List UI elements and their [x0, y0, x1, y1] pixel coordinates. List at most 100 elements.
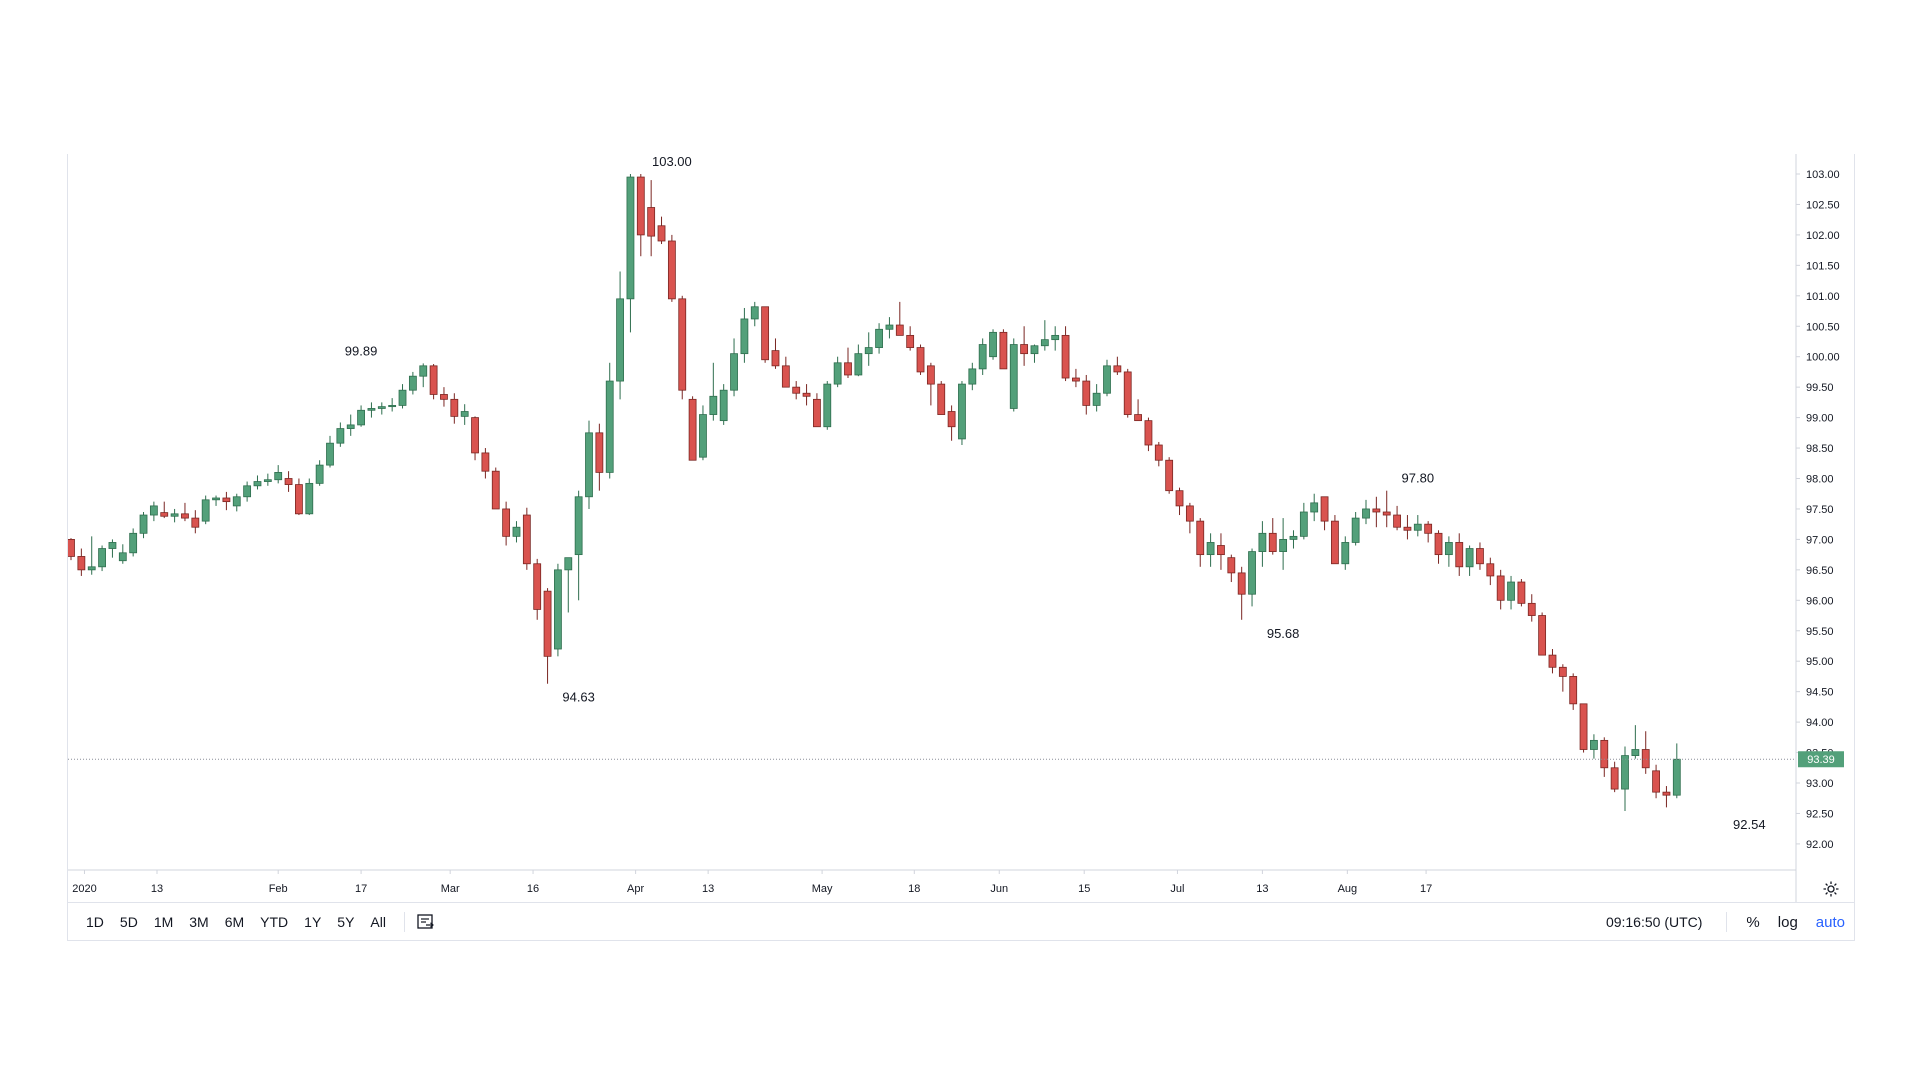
y-tick-label: 102.50 [1806, 199, 1840, 211]
extreme-price-label: 92.54 [1733, 817, 1766, 832]
candle-body [999, 331, 1008, 370]
y-tick-label: 102.00 [1806, 230, 1840, 242]
candle [926, 362, 935, 406]
chart-container[interactable]: 99.89 94.63 103.00 95.68 97.80 92.54 103.00 10… [67, 154, 1855, 941]
x-tick-label: May [812, 883, 833, 895]
candle-body [1631, 749, 1640, 756]
y-tick-label: 96.00 [1806, 595, 1834, 607]
x-tick-label: 13 [1256, 883, 1268, 895]
candle [1299, 502, 1308, 540]
candle-body [968, 368, 977, 385]
candle-body [1590, 739, 1598, 750]
candle-body [460, 411, 469, 417]
range-ytd-button[interactable]: YTD [260, 914, 289, 930]
candle-body [989, 331, 997, 358]
candle [388, 398, 397, 412]
candle-body [1320, 496, 1329, 522]
candle-body [1548, 654, 1557, 668]
candle [491, 467, 500, 510]
candle-body [201, 499, 210, 522]
candle-body [626, 176, 635, 300]
candle [989, 329, 997, 360]
candle [1444, 536, 1453, 567]
candle-body [118, 552, 127, 562]
extreme-price-label: 95.68 [1267, 626, 1300, 641]
candle-body [408, 375, 417, 391]
candlestick-chart[interactable]: 99.89 94.63 103.00 95.68 97.80 92.54 103.00 10… [68, 154, 1854, 902]
range-1m-button[interactable]: 1M [153, 914, 174, 930]
candle-body [595, 432, 604, 473]
candle-body [926, 365, 935, 385]
go-to-date-icon[interactable] [415, 911, 437, 933]
candle [605, 362, 614, 479]
range-1y-button[interactable]: 1Y [304, 914, 322, 930]
candle-body [1009, 344, 1018, 409]
range-6m-button[interactable]: 6M [224, 914, 245, 930]
candle [170, 508, 179, 523]
candle [1527, 594, 1536, 622]
candle-body [719, 389, 728, 422]
candle-body [1113, 365, 1122, 373]
candle [1434, 530, 1443, 564]
range-5d-button[interactable]: 5D [119, 914, 138, 930]
candle-body [274, 472, 283, 481]
candle [1403, 515, 1412, 540]
candle [947, 405, 956, 441]
candle-body [1341, 542, 1350, 565]
candle [274, 465, 283, 484]
extreme-price-label: 99.89 [345, 343, 378, 358]
candle-body [792, 386, 801, 394]
candle [636, 174, 645, 257]
candle-body [709, 395, 718, 415]
candle [895, 301, 904, 336]
percent-scale-button[interactable]: % [1746, 913, 1760, 931]
candle-body [864, 347, 873, 355]
candle-body [636, 176, 645, 236]
candle [1020, 326, 1029, 366]
candle-body [1621, 755, 1629, 790]
candle [1092, 384, 1101, 412]
candle-body [1538, 615, 1547, 656]
candle [1455, 533, 1464, 576]
range-5y-button[interactable]: 5Y [337, 914, 355, 930]
candle-body [398, 389, 407, 406]
candle [129, 528, 138, 557]
candle [1082, 374, 1091, 415]
range-all-button[interactable]: All [370, 914, 386, 930]
x-tick-label: 18 [908, 883, 920, 895]
candle [98, 545, 106, 572]
candle-body [263, 479, 272, 482]
x-tick-label: Aug [1338, 883, 1358, 895]
candle [1341, 536, 1350, 570]
candle [1652, 764, 1660, 799]
candle [212, 495, 220, 506]
candle-body [1279, 538, 1288, 552]
candle-body [875, 328, 883, 348]
candle-body [1289, 535, 1298, 540]
y-tick-label: 100.50 [1806, 321, 1840, 333]
candle [450, 393, 459, 424]
candle-body [481, 452, 490, 472]
candle-body [761, 306, 770, 361]
candle-body [1403, 526, 1412, 531]
candle-body [315, 464, 324, 484]
candle [667, 234, 676, 302]
range-1d-button[interactable]: 1D [86, 914, 104, 930]
candle-body [1123, 371, 1132, 415]
settings-gear-icon[interactable] [1822, 880, 1840, 898]
candle-body [688, 398, 697, 461]
log-scale-button[interactable]: log [1777, 913, 1798, 931]
candle-body [284, 478, 293, 485]
candle [1507, 575, 1515, 610]
y-tick-label: 97.50 [1806, 504, 1834, 516]
candle [346, 414, 355, 436]
auto-scale-button[interactable]: auto [1815, 913, 1845, 931]
candle [263, 473, 272, 486]
range-3m-button[interactable]: 3M [189, 914, 209, 930]
candle-body [1476, 548, 1484, 565]
candle-body [657, 225, 666, 242]
candle-body [1413, 523, 1422, 531]
candle-body [813, 398, 821, 428]
x-tick-label: 16 [527, 883, 539, 895]
candle [657, 216, 666, 245]
